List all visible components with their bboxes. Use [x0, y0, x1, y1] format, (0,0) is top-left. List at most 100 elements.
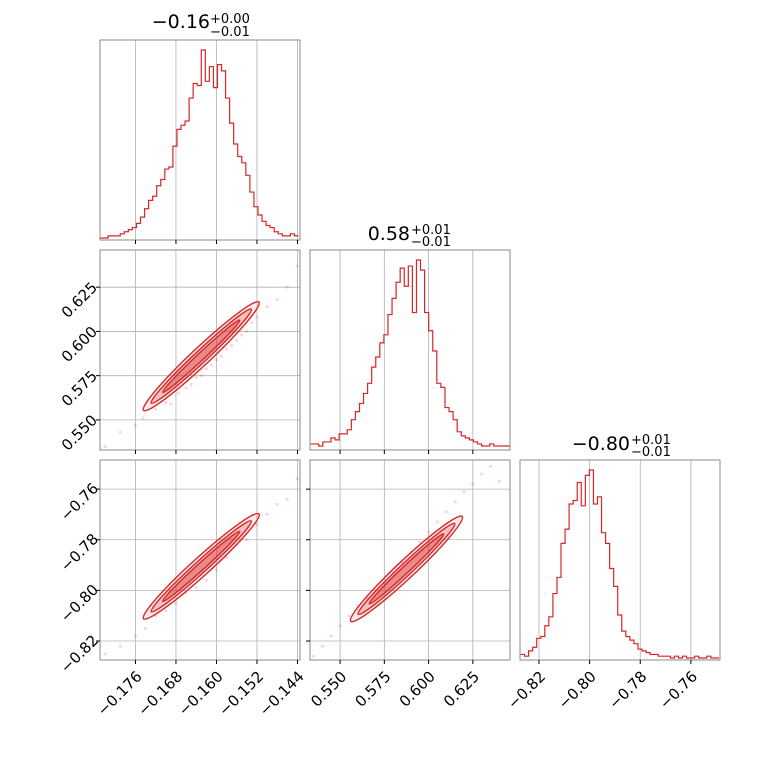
panel-xy-point-16: [224, 347, 229, 351]
panel-xy-point-15: [219, 354, 224, 358]
panel-xy-point-19: [240, 333, 244, 337]
panel-xz-point-18: [295, 477, 300, 481]
panel-xy-point-9: [189, 382, 193, 387]
hist-z-bg: [520, 460, 720, 660]
hist-z-step: [520, 469, 719, 659]
hist-z-frame: [519, 459, 721, 661]
panel-yz-point-0: [311, 654, 316, 658]
title-y-plus: +0.01: [411, 223, 451, 238]
panel-yz-point-16: [453, 500, 457, 504]
panel-xy-contour-0: [142, 300, 261, 412]
panel-yz-xtick-label-1: 0.575: [351, 668, 394, 711]
panel-yz-point-2: [329, 634, 333, 638]
panel-xz-contour-2: [162, 530, 241, 603]
panel-yz-xtick-label-2: 0.600: [396, 668, 439, 711]
panel-xy-point-2: [133, 423, 138, 427]
panel-yz-point-21: [497, 479, 501, 484]
panel-yz-contour-1: [357, 522, 456, 616]
panel-xy-contour-2: [162, 319, 241, 394]
title-z: −0.80: [572, 433, 630, 455]
panel-xy-point-24: [275, 297, 279, 302]
panel-xy-point-14: [214, 358, 219, 362]
panel-xy-point-20: [245, 329, 249, 334]
hist-z-xtick-label-3: −0.76: [656, 668, 701, 713]
panel-xy-point-25: [285, 285, 289, 289]
panel-xy-ytick-label-2: 0.600: [58, 323, 101, 366]
title-x-minus: −0.01: [210, 25, 250, 40]
panel-xy-point-4: [154, 407, 158, 411]
panel-xy-point-5: [164, 400, 168, 404]
hist-z-xtick-label-0: −0.82: [504, 668, 549, 713]
panel-yz-frame: [309, 459, 511, 661]
panel-xy-point-10: [194, 375, 198, 380]
hist-y-panel: 0.58 +0.01 −0.01: [368, 223, 451, 250]
panel-xz-point-17: [285, 497, 289, 501]
panel-yz-point-12: [418, 540, 422, 544]
panel-xz-point-11: [224, 555, 229, 560]
panel-xz-xtick-label-4: −0.144: [256, 668, 308, 720]
hist-y-step: [310, 259, 510, 447]
panel-xz-frame: [99, 459, 301, 661]
panel-yz-contour-2: [368, 533, 445, 605]
panel-yz-point-20: [488, 464, 493, 468]
title-z-plus: +0.01: [631, 433, 671, 448]
panel-yz-point-1: [320, 644, 324, 648]
panel-xz-point-0: [103, 652, 107, 656]
title-x: −0.16: [152, 11, 210, 33]
panel-xz-ytick-label-0: −0.82: [57, 631, 102, 676]
hist-x-panel: −0.16 +0.00 −0.01: [152, 11, 250, 40]
panel-xy-frame: [99, 249, 301, 451]
panel-xz-point-2: [133, 634, 138, 638]
panel-xz-ytick-label-1: −0.80: [57, 581, 102, 626]
panel-xy-contour-1: [150, 308, 253, 405]
title-x-plus: +0.00: [210, 12, 250, 27]
hist-y-frame: [309, 249, 511, 451]
panel-xy-point-11: [199, 374, 203, 378]
hist-y-bg: [310, 250, 510, 450]
panel-xz-point-3: [143, 626, 148, 630]
panel-yz-point-4: [347, 614, 351, 618]
panel-yz-xtick-label-3: 0.625: [440, 668, 483, 711]
hist-z-xtick-label-1: −0.80: [555, 668, 600, 713]
panel-yz-point-3: [338, 624, 342, 628]
panel-xz-point-13: [245, 538, 249, 542]
panel-xy-ytick-label-0: 0.550: [58, 411, 101, 454]
hist-z-xtick-label-2: −0.78: [605, 668, 650, 713]
panel-xz-point-14: [255, 522, 259, 527]
panel-yz-point-15: [444, 510, 448, 514]
hist-x-bg: [100, 40, 300, 240]
title-y-minus: −0.01: [411, 235, 451, 250]
panel-xy-point-3: [141, 416, 145, 420]
hist-z-panel: −0.80 +0.01 −0.01: [572, 433, 671, 460]
panel-xz-contour-0: [142, 512, 261, 620]
panel-xy-point-23: [265, 305, 269, 309]
hist-x-frame: [99, 39, 301, 241]
hist-x-step: [100, 49, 299, 239]
panel-xy-point-26: [295, 264, 300, 268]
panel-xz-point-6: [174, 601, 178, 605]
panel-xy-point-22: [255, 315, 259, 319]
panel-xy-point-17: [230, 343, 234, 348]
panel-xz-point-8: [194, 586, 198, 590]
panel-yz-xtick-label-0: 0.550: [307, 668, 350, 711]
panel-xy-point-13: [209, 363, 213, 367]
panel-yz-point-14: [435, 520, 440, 524]
panel-xz-point-16: [275, 502, 279, 506]
panel-xz-ytick-label-2: −0.78: [57, 530, 102, 575]
panel-yz-point-19: [480, 472, 484, 476]
panel-yz-contour-0: [349, 515, 464, 623]
panel-xy-ytick-label-1: 0.575: [58, 367, 101, 410]
plot-layer: −0.82 −0.80 −0.78 −0.760.5500.5750.6000.625…: [57, 39, 721, 720]
panel-xz-point-1: [118, 644, 122, 648]
panel-xz-point-15: [265, 512, 269, 517]
panel-xy-point-1: [118, 430, 122, 434]
panel-xy-point-12: [204, 366, 208, 371]
panel-yz-point-17: [462, 490, 466, 494]
panel-yz-point-13: [426, 530, 431, 534]
panel-xy-ytick-label-3: 0.625: [58, 279, 101, 322]
panel-xy-point-7: [176, 391, 181, 395]
panel-xy-point-8: [184, 386, 188, 390]
title-y: 0.58: [368, 223, 410, 245]
panel-xz-point-9: [204, 578, 208, 582]
